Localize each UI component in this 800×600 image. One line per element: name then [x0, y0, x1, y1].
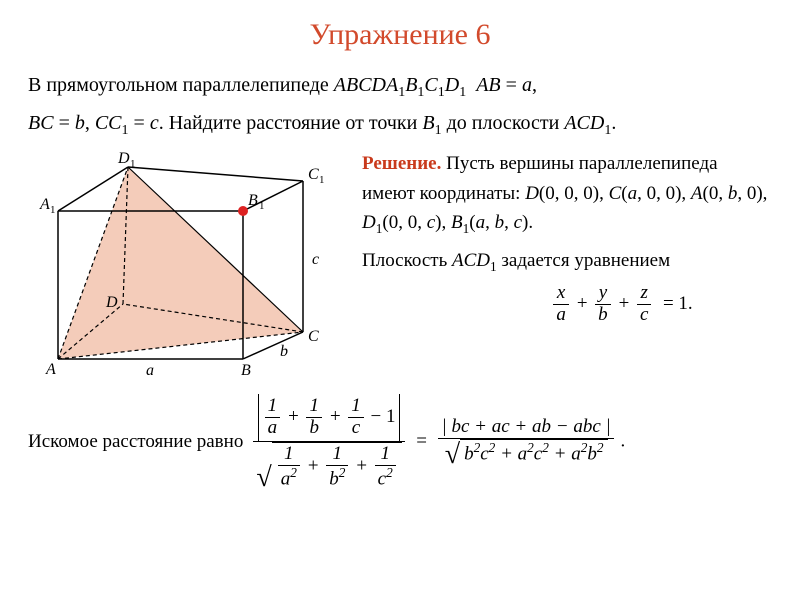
svg-text:A: A: [45, 361, 56, 378]
svg-text:A: A: [39, 196, 50, 213]
answer-formula: 1a + 1b + 1c − 1 √ 1a2 + 1b2 + 1c2 =: [251, 394, 625, 490]
answer-text: Искомое расстояние равно: [28, 428, 243, 457]
svg-text:D: D: [105, 294, 118, 311]
svg-text:D: D: [117, 150, 130, 167]
svg-text:C: C: [308, 166, 319, 183]
svg-text:C: C: [308, 328, 319, 345]
solution-block: Решение. Пусть вершины параллелепипеда и…: [362, 149, 772, 325]
plane-equation: xa + yb + zc = 1.: [362, 283, 772, 326]
solution-p2: Плоскость ACD1 задается уравнением: [362, 246, 772, 277]
problem-text: В прямоугольном параллелепипеде ABCDA1B1…: [28, 67, 772, 143]
content-row: A1 B1 C1 D1 A B C D a b c Решение. Пусть…: [28, 149, 772, 388]
point-b1-marker: [238, 206, 248, 216]
svg-text:c: c: [312, 251, 319, 268]
solution-p1: Решение. Пусть вершины параллелепипеда и…: [362, 149, 772, 239]
diagram: A1 B1 C1 D1 A B C D a b c: [28, 149, 348, 388]
solution-label: Решение.: [362, 153, 441, 174]
cuboid-svg: A1 B1 C1 D1 A B C D a b c: [28, 149, 348, 379]
svg-text:1: 1: [50, 204, 56, 216]
svg-text:a: a: [146, 362, 154, 379]
exercise-title: Упражнение 6: [28, 12, 772, 57]
svg-text:B: B: [248, 192, 258, 209]
answer-row: Искомое расстояние равно 1a + 1b + 1c − …: [28, 394, 772, 490]
svg-text:1: 1: [259, 200, 265, 212]
svg-text:1: 1: [319, 174, 325, 186]
svg-text:B: B: [241, 362, 251, 379]
svg-text:1: 1: [130, 158, 136, 170]
svg-text:b: b: [280, 343, 288, 360]
